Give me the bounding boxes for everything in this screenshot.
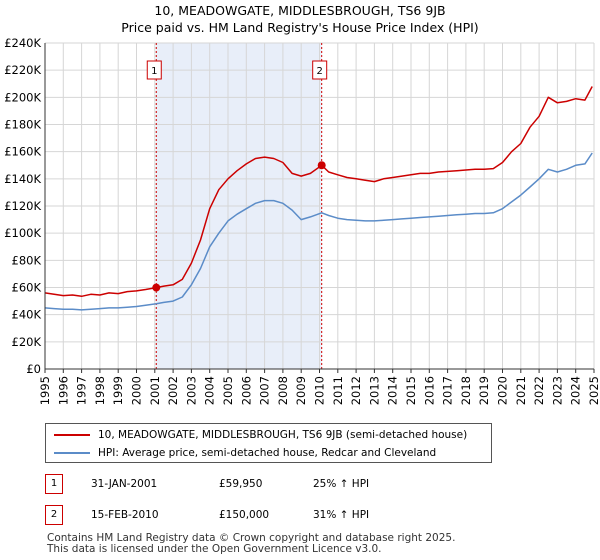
x-tick-label: 2001 bbox=[148, 376, 162, 405]
x-tick-label: 2020 bbox=[496, 376, 510, 405]
x-tick-label: 2000 bbox=[130, 376, 144, 405]
y-tick-label: £0 bbox=[26, 362, 41, 376]
sale-price-1: £59,950 bbox=[219, 478, 263, 490]
y-tick-label: £160K bbox=[4, 145, 41, 159]
sale-1-badge-label: 1 bbox=[151, 66, 157, 77]
x-tick-label: 2011 bbox=[331, 376, 345, 405]
sale-price-2: £150,000 bbox=[219, 509, 270, 521]
x-tick-label: 2023 bbox=[550, 376, 564, 405]
x-tick-label: 2024 bbox=[569, 376, 583, 405]
sale-1-badge bbox=[146, 60, 162, 80]
x-tick-label: 2004 bbox=[203, 376, 217, 405]
chart-title: 10, MEADOWGATE, MIDDLESBROUGH, TS6 9JB P… bbox=[0, 2, 600, 36]
legend-item-hpi: HPI: Average price, semi-detached house,… bbox=[54, 444, 436, 462]
x-tick-label: 2009 bbox=[294, 376, 308, 405]
x-tick-label: 2025 bbox=[587, 376, 600, 405]
x-tick-label: 2005 bbox=[221, 376, 235, 405]
x-tick-label: 2013 bbox=[367, 376, 381, 405]
sale-badge-2: 2 bbox=[45, 505, 63, 525]
x-tick-label: 1995 bbox=[38, 376, 52, 405]
sale-2-badge-label: 2 bbox=[317, 66, 323, 77]
legend-property-label: 10, MEADOWGATE, MIDDLESBROUGH, TS6 9JB (… bbox=[98, 429, 468, 441]
x-tick-label: 2016 bbox=[422, 376, 436, 405]
y-tick-label: £180K bbox=[4, 118, 41, 132]
sale-badge-1: 1 bbox=[45, 474, 63, 494]
y-tick-label: £220K bbox=[4, 63, 41, 77]
y-tick-label: £240K bbox=[4, 36, 41, 50]
y-tick-label: £140K bbox=[4, 172, 41, 186]
x-tick-label: 2008 bbox=[276, 376, 290, 405]
sale-2-point bbox=[317, 161, 326, 170]
hpi-line bbox=[44, 152, 593, 311]
legend-property-swatch bbox=[54, 434, 90, 436]
x-tick-label: 2002 bbox=[166, 376, 180, 405]
y-tick-label: £200K bbox=[4, 90, 41, 104]
x-tick-label: 2021 bbox=[514, 376, 528, 405]
y-tick-label: £60K bbox=[12, 281, 42, 295]
x-tick-label: 2007 bbox=[258, 376, 272, 405]
x-tick-label: 2015 bbox=[404, 376, 418, 405]
x-tick-label: 2014 bbox=[386, 376, 400, 405]
y-tick-label: £80K bbox=[12, 253, 42, 267]
sale-1-point bbox=[152, 283, 161, 292]
footer: Contains HM Land Registry data © Crown c… bbox=[47, 533, 455, 555]
chart-title-line-1: 10, MEADOWGATE, MIDDLESBROUGH, TS6 9JB bbox=[154, 3, 446, 18]
x-tick-label: 2022 bbox=[532, 376, 546, 405]
legend: 10, MEADOWGATE, MIDDLESBROUGH, TS6 9JB (… bbox=[45, 423, 492, 463]
x-tick-label: 2006 bbox=[239, 376, 253, 405]
x-tick-label: 1997 bbox=[75, 376, 89, 405]
x-tick-label: 2012 bbox=[349, 376, 363, 405]
sale-2-badge bbox=[312, 60, 328, 80]
footer-licence: This data is licensed under the Open Gov… bbox=[47, 543, 382, 555]
legend-item-property: 10, MEADOWGATE, MIDDLESBROUGH, TS6 9JB (… bbox=[54, 426, 467, 444]
x-tick-label: 2010 bbox=[313, 376, 327, 405]
x-tick-label: 1999 bbox=[111, 376, 125, 405]
x-tick-label: 2003 bbox=[184, 376, 198, 405]
x-tick-label: 1998 bbox=[93, 376, 107, 405]
legend-hpi-label: HPI: Average price, semi-detached house,… bbox=[98, 447, 437, 459]
x-tick-label: 2018 bbox=[459, 376, 473, 405]
sale-hpi-change-2: 31% ↑ HPI bbox=[313, 509, 370, 521]
sale-date-2: 15-FEB-2010 bbox=[91, 509, 159, 521]
y-tick-label: £100K bbox=[4, 226, 41, 240]
y-tick-label: £40K bbox=[12, 308, 42, 322]
y-tick-label: £20K bbox=[12, 335, 42, 349]
x-tick-label: 2019 bbox=[477, 376, 491, 405]
sale-date-1: 31-JAN-2001 bbox=[91, 478, 158, 490]
sale-hpi-change-1: 25% ↑ HPI bbox=[313, 478, 370, 490]
price-chart: £0 £20K £40K £60K £80K £100K £120K £140K £160K £1… bbox=[4, 36, 600, 405]
x-tick-label: 1996 bbox=[56, 376, 70, 405]
y-tick-label: £120K bbox=[4, 199, 41, 213]
chart-title-line-2: Price paid vs. HM Land Registry's House … bbox=[121, 20, 479, 35]
x-tick-label: 2017 bbox=[441, 376, 455, 405]
footer-copyright: Contains HM Land Registry data © Crown c… bbox=[47, 532, 456, 544]
legend-hpi-swatch bbox=[54, 452, 90, 454]
